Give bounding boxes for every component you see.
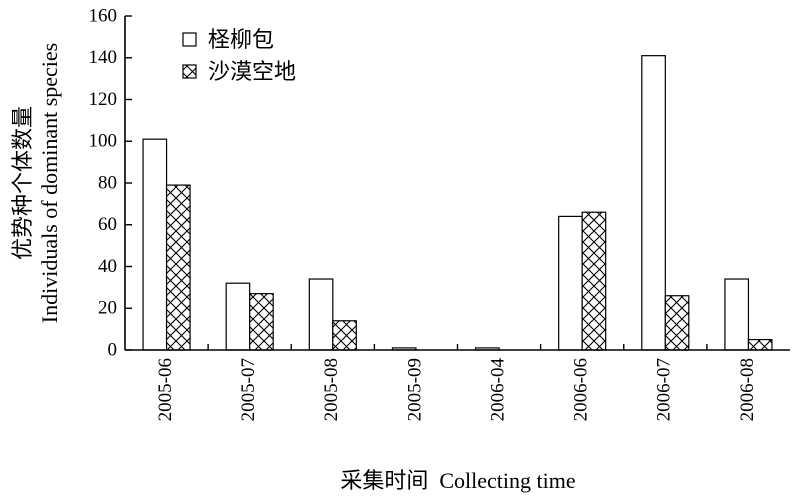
y-ticks-group: 0 20 40 60 80 100 120 140 160 xyxy=(89,5,132,360)
y-tick-label: 0 xyxy=(108,339,118,360)
bar-series-1 xyxy=(724,278,750,351)
y-tick-label: 140 xyxy=(89,47,118,68)
legend-label-series-2: 沙漠空地 xyxy=(208,59,296,84)
bar-series-1 xyxy=(558,215,583,351)
x-ticks-group: 2005-06 2005-07 2005-08 2005-09 2006-04 2006-… xyxy=(155,344,758,421)
x-tick-label: 2005-06 xyxy=(155,358,176,421)
x-tick-label: 2005-08 xyxy=(321,358,342,421)
bars-group xyxy=(142,55,773,351)
bar-series-1 xyxy=(308,278,334,351)
x-tick-label: 2006-04 xyxy=(487,358,508,422)
x-tick-label: 2006-07 xyxy=(654,358,675,421)
y-axis-label-en: Individuals of dominant species xyxy=(37,43,62,323)
bar-series-2 xyxy=(249,293,274,351)
y-axis-label-cn: 优势种个体数量 xyxy=(10,106,35,260)
x-tick-label: 2005-07 xyxy=(238,358,259,421)
y-tick-label: 40 xyxy=(98,256,117,277)
bar-series-2 xyxy=(332,320,357,351)
y-tick-label: 20 xyxy=(98,298,117,319)
bar-series-1 xyxy=(225,282,251,351)
y-tick-label: 100 xyxy=(89,131,118,152)
x-axis-label: 采集时间 Collecting time xyxy=(340,468,575,493)
x-tick-label: 2006-08 xyxy=(737,358,758,421)
bar-series-2 xyxy=(664,295,690,351)
legend: 柽柳包 沙漠空地 xyxy=(182,27,296,84)
bar-series-1 xyxy=(142,138,168,351)
legend-swatch-series-1 xyxy=(182,32,197,47)
x-tick-label: 2005-09 xyxy=(404,358,425,421)
legend-swatch-series-2 xyxy=(182,64,197,79)
x-tick-label: 2006-06 xyxy=(571,358,592,421)
bar-series-2 xyxy=(581,211,607,351)
bar-series-1 xyxy=(641,55,666,351)
bar-series-2 xyxy=(165,184,191,351)
y-tick-label: 60 xyxy=(98,214,117,235)
legend-label-series-1: 柽柳包 xyxy=(208,27,274,52)
y-tick-label: 80 xyxy=(98,172,117,193)
y-tick-label: 160 xyxy=(89,5,118,26)
y-tick-label: 120 xyxy=(89,89,118,110)
bar-series-2 xyxy=(747,338,773,351)
